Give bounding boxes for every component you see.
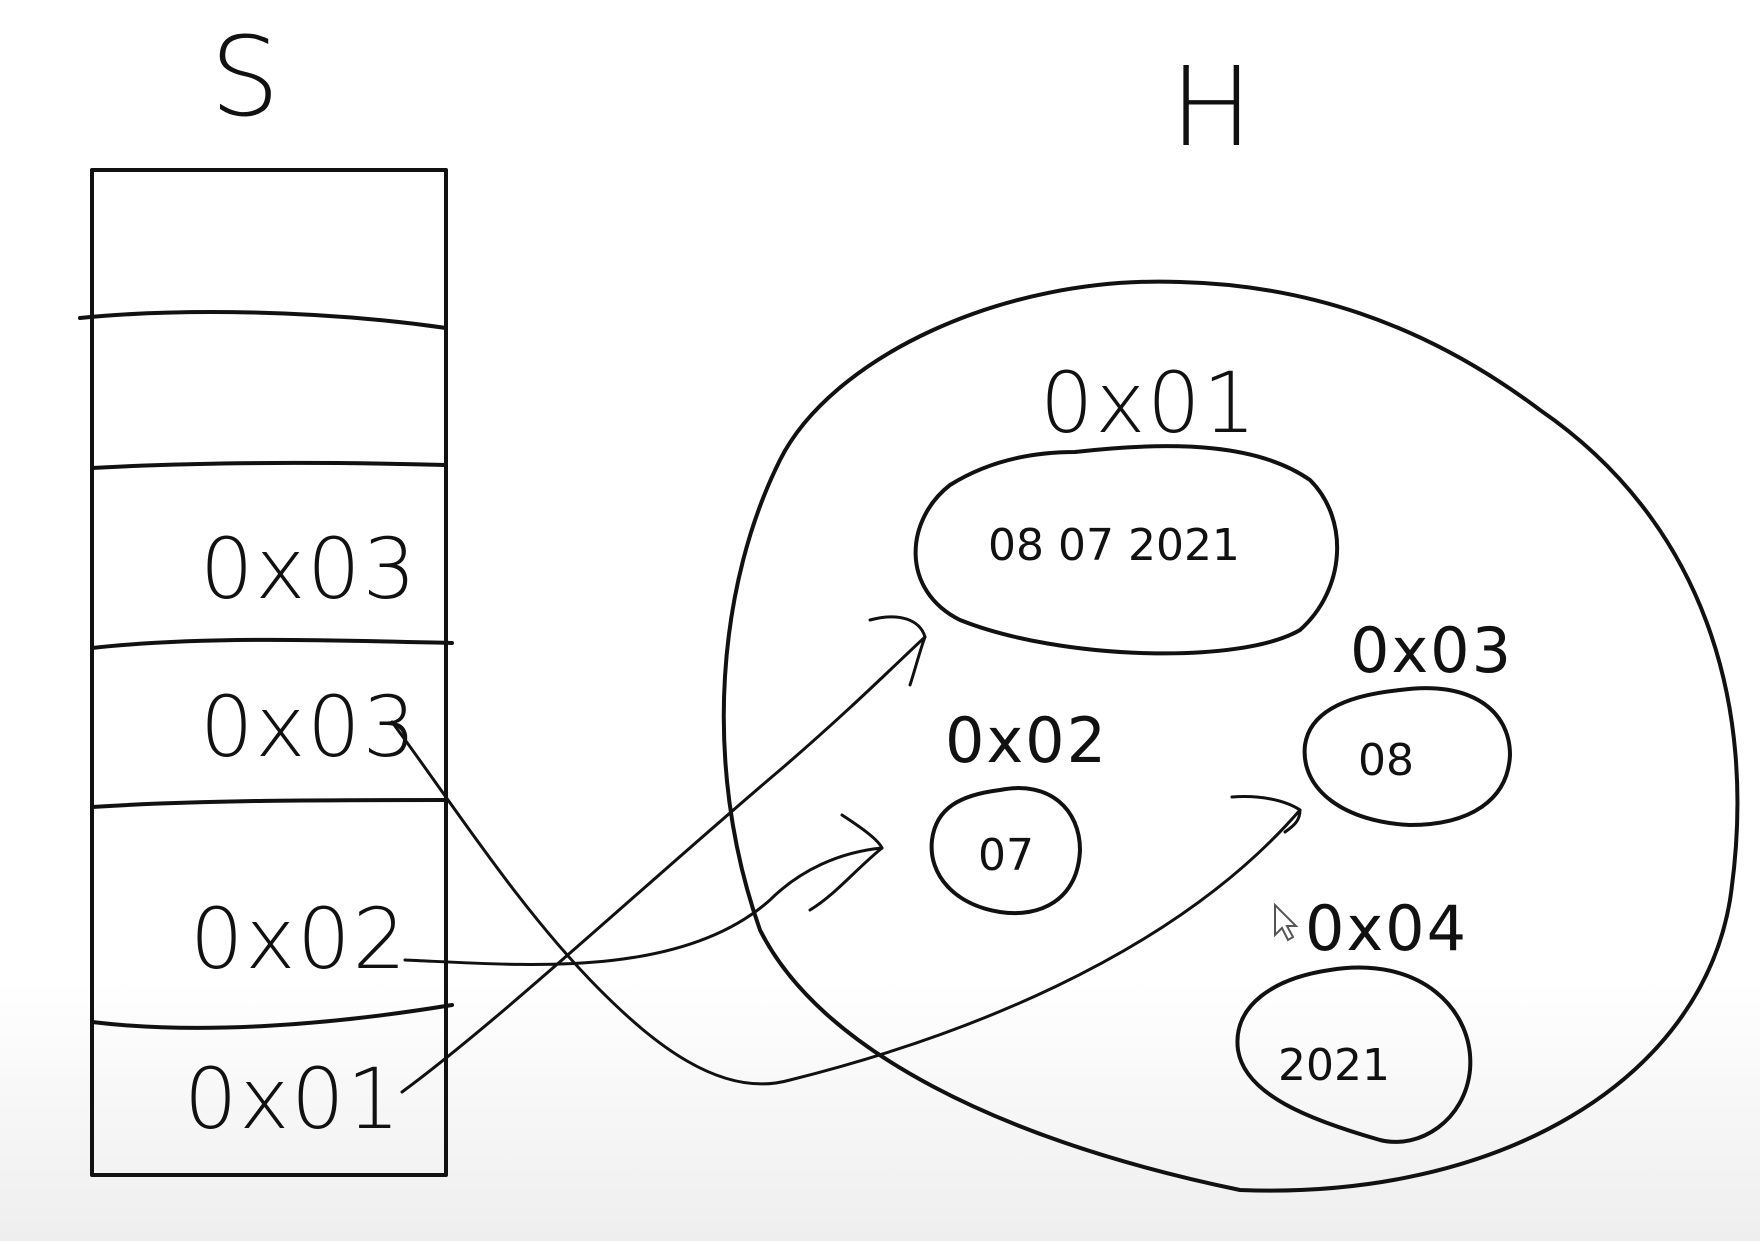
arrowhead <box>1230 795 1302 834</box>
heap-object-address: 0x01 <box>1040 354 1258 452</box>
pointer-arrow <box>400 635 927 1094</box>
stack-divider <box>90 461 448 470</box>
stack-slot-label: 0x03 <box>200 520 418 618</box>
heap-title: H <box>1170 43 1253 171</box>
stack-slot-label: 0x01 <box>184 1050 402 1148</box>
stack-column <box>78 168 454 1177</box>
heap-object-blob <box>1302 686 1512 827</box>
heap-object-value: 08 07 2021 <box>988 520 1240 571</box>
heap-object-blob <box>1235 965 1473 1144</box>
arrowhead <box>808 813 884 912</box>
pointer-arrow <box>403 846 884 966</box>
heap-region <box>721 279 1740 1193</box>
mouse-cursor-icon <box>1274 902 1299 942</box>
heap-object-blob <box>929 786 1082 915</box>
heap-object: 0x01 08 07 2021 <box>913 354 1340 656</box>
heap-object-value: 07 <box>978 830 1034 881</box>
stack-slot-label: 0x02 <box>190 890 408 988</box>
heap-object-address: 0x02 <box>945 704 1108 777</box>
stack-frame <box>90 168 448 1177</box>
stack-divider <box>78 310 448 330</box>
stack-divider <box>90 1003 454 1030</box>
heap-object: 0x03 08 <box>1302 614 1513 827</box>
heap-object: 0x02 07 <box>929 704 1108 915</box>
stack-divider <box>90 637 454 650</box>
heap-object-address: 0x03 <box>1350 614 1513 687</box>
pointer-arrow <box>390 720 1302 1086</box>
arrowhead <box>868 615 927 687</box>
heap-object: 0x04 2021 <box>1235 892 1473 1144</box>
heap-object-value: 08 <box>1358 735 1414 786</box>
heap-object-address: 0x04 <box>1305 892 1468 965</box>
heap-object-blob <box>913 444 1340 656</box>
stack-title: S <box>210 13 280 141</box>
stack-divider <box>90 798 448 809</box>
stack-slot-label: 0x03 <box>200 678 418 776</box>
heap-object-value: 2021 <box>1278 1040 1390 1091</box>
